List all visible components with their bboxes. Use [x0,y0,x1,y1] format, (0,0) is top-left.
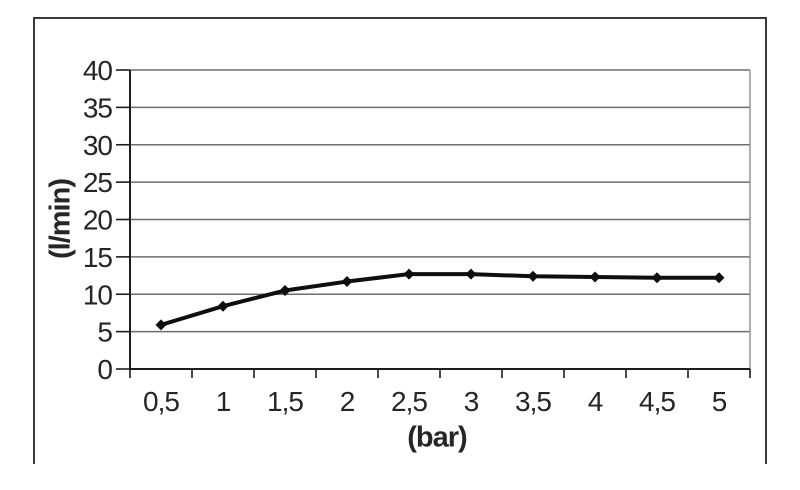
y-tick-label: 20 [83,205,113,236]
data-point-marker [403,268,415,280]
y-axis-title: (l/min) [44,179,77,259]
y-tick-label: 30 [83,130,113,161]
x-tick-label: 4 [588,386,603,417]
data-point-marker [341,276,353,288]
x-tick-label: 3 [464,386,479,417]
data-point-marker [527,270,539,282]
x-tick-label: 2,5 [391,386,427,417]
x-tick-label: 1,5 [267,386,303,417]
data-point-marker [279,285,291,297]
x-tick-label: 3,5 [515,386,551,417]
y-tick-label: 15 [83,242,113,273]
x-tick-label: 2 [340,386,355,417]
data-point-marker [713,272,725,284]
y-tick-label: 10 [83,279,113,310]
x-tick-label: 1 [216,386,231,417]
x-tick-label: 5 [712,386,727,417]
y-tick-label: 40 [83,55,113,86]
data-point-marker [155,319,167,331]
data-point-marker [217,300,229,312]
chart-frame [33,17,767,464]
data-point-marker [465,268,477,280]
y-tick-label: 0 [97,354,112,385]
data-point-marker [589,271,601,283]
data-point-marker [651,272,663,284]
y-tick-label: 5 [97,317,112,348]
x-tick-label: 4,5 [639,386,675,417]
y-tick-label: 35 [83,92,113,123]
x-tick-label: 0,5 [143,386,179,417]
y-tick-label: 25 [83,167,113,198]
flow-curve [160,272,719,327]
x-axis-title: (bar) [407,421,467,454]
